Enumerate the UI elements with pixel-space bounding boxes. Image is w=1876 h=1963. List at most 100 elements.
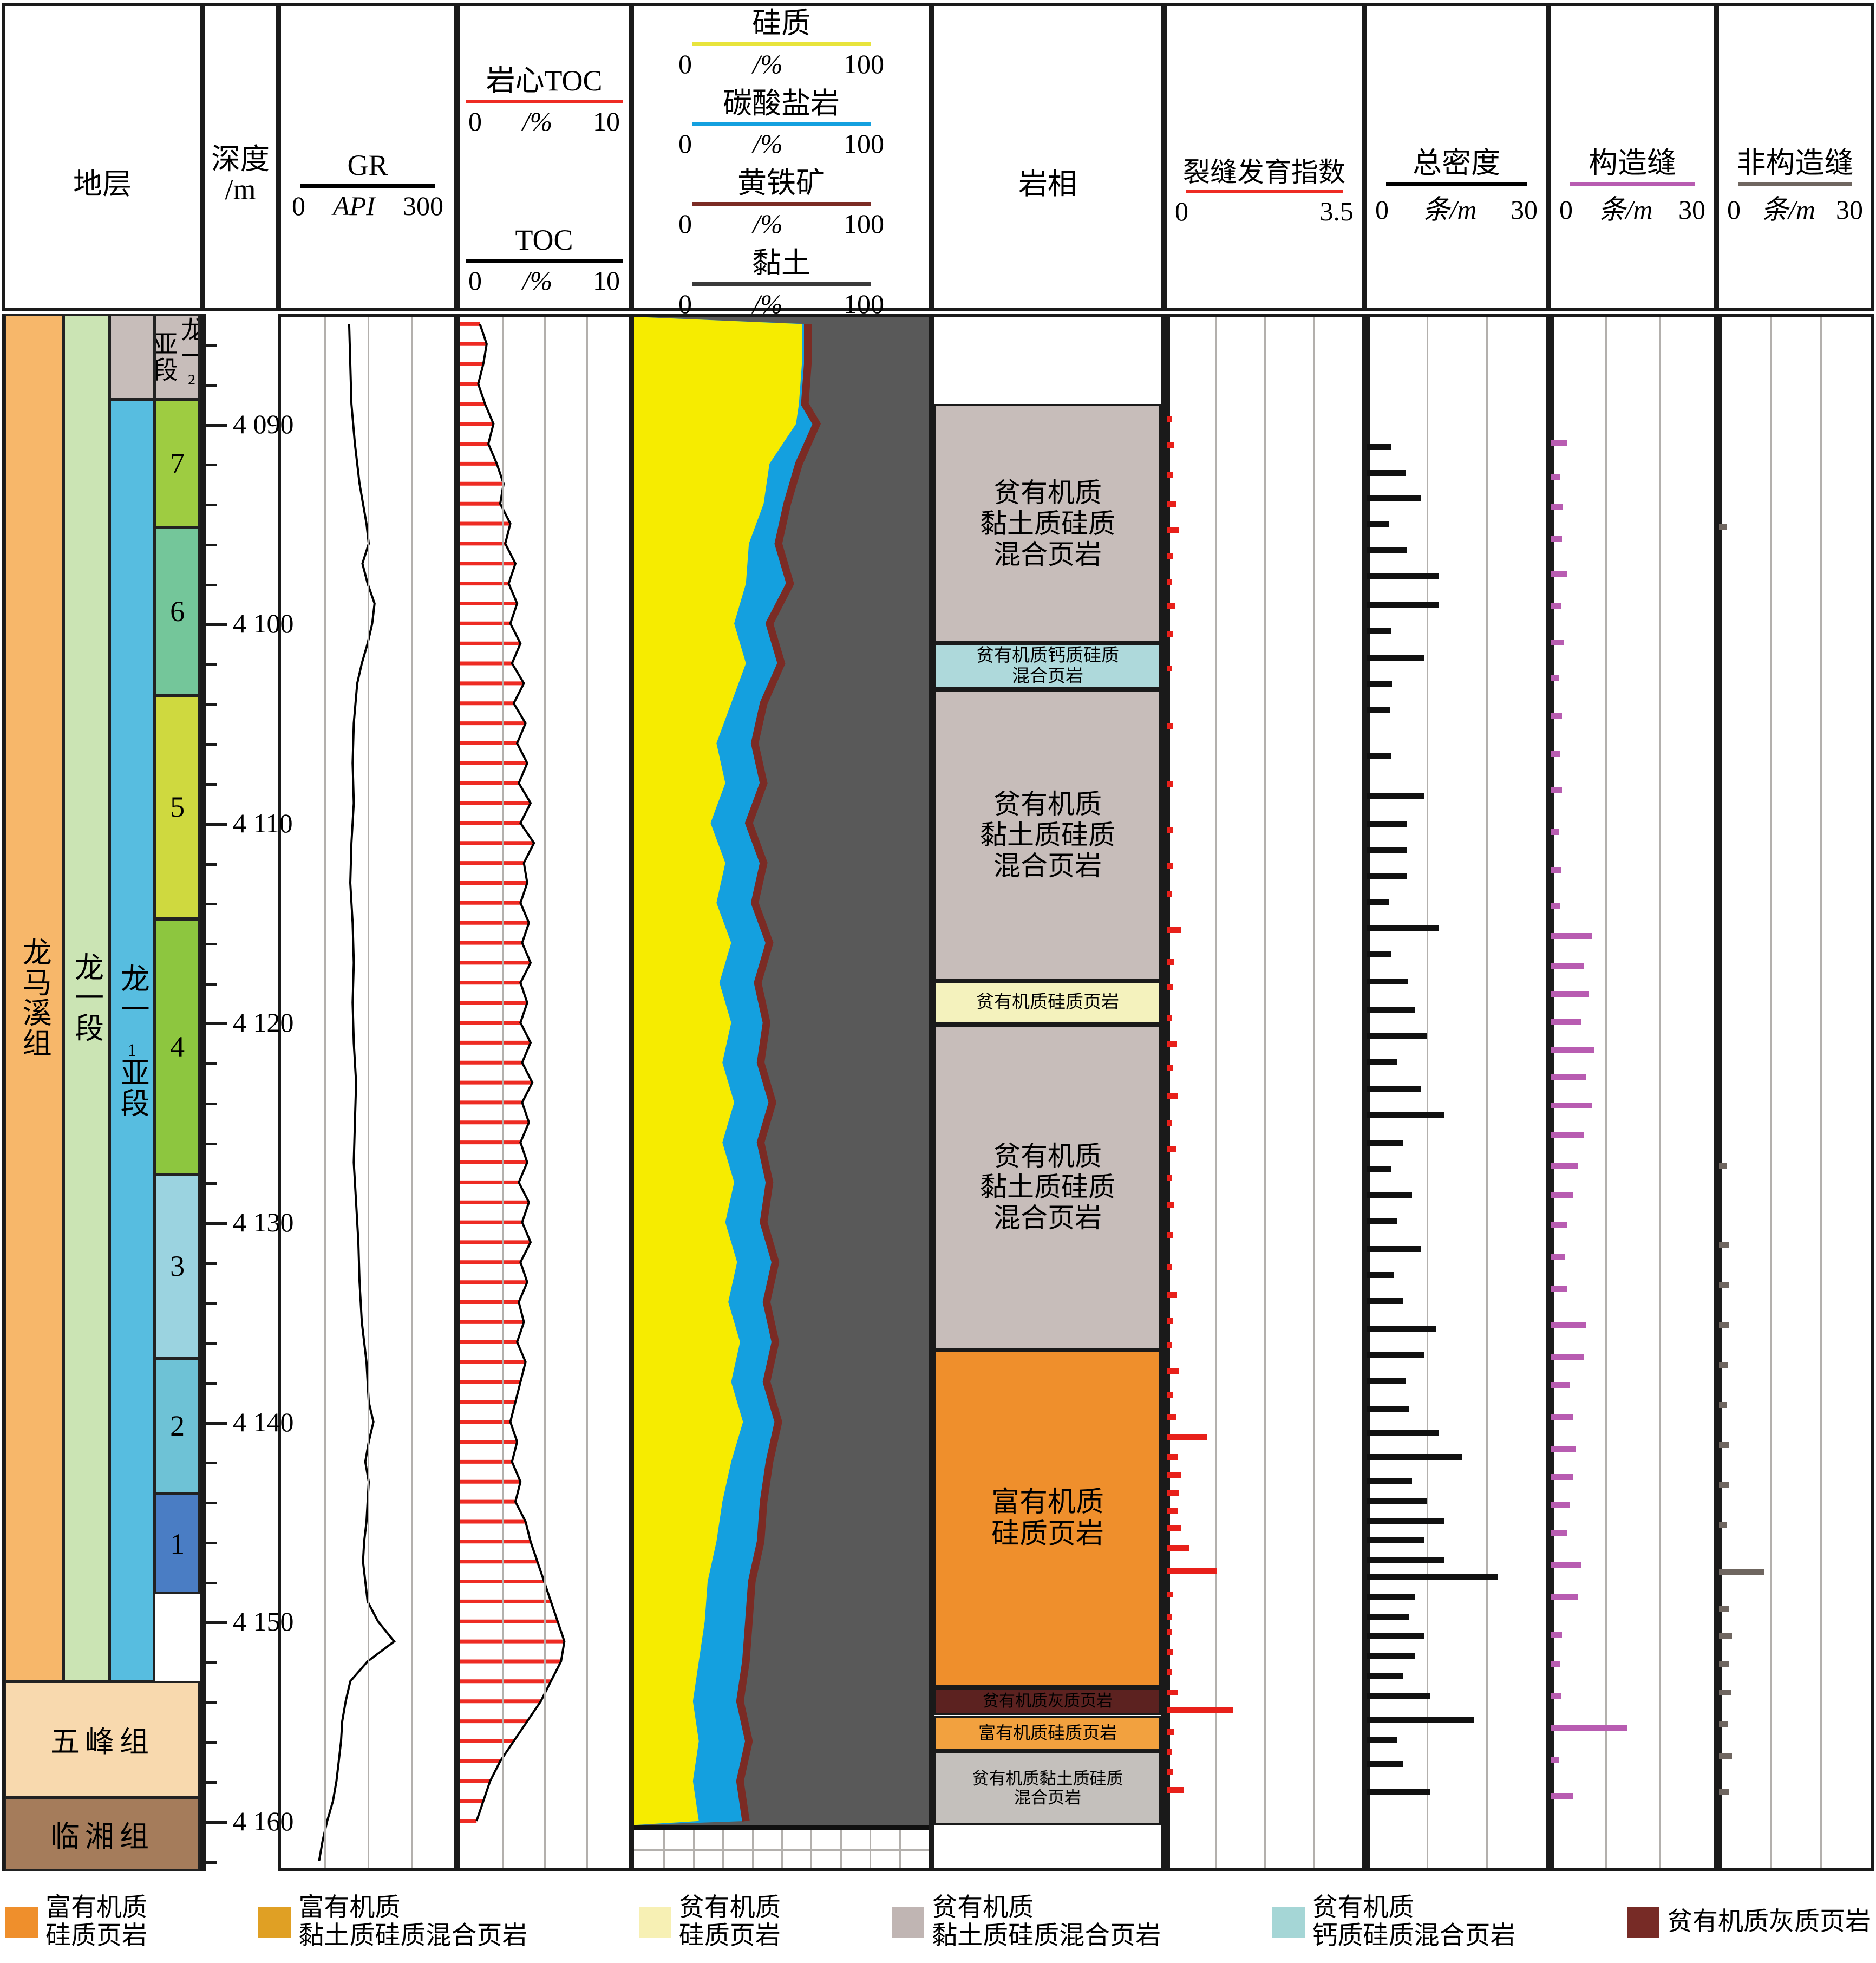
tectonic-fracture-bar (1551, 504, 1563, 510)
lithofacies-unit-7: 富有机质硅质页岩 (934, 1715, 1161, 1751)
depth-tick-minor (202, 583, 217, 586)
core-toc-title: 岩心TOC (486, 64, 603, 97)
gridline (368, 317, 369, 1868)
axis-unit: /% (753, 48, 783, 79)
tectonic-fracture-bar (1551, 1631, 1562, 1638)
non-tectonic-fracture-bar (1719, 524, 1727, 530)
legend-label-4: 贫有机质 钙质硅质混合页岩 (1312, 1894, 1516, 1950)
total-density-bar (1367, 1737, 1397, 1744)
depth-label-4150: 4 150 (233, 1606, 294, 1637)
total-density-bar (1367, 1218, 1397, 1224)
silica-area (634, 317, 802, 1825)
fracture-index-bar (1167, 827, 1174, 833)
depth-track: 4 090 4 100 4 110 4 120 4 130 4 140 4 150 4 160 (202, 314, 294, 1871)
tectonic-fracture-bar (1551, 571, 1567, 578)
fracture-index-bar (1167, 1202, 1175, 1209)
depth-tick-minor (202, 1102, 217, 1105)
tectonic-fracture-bar (1551, 1132, 1584, 1139)
axis-min: 0 (1727, 194, 1741, 225)
lithofacies-unit-6: 贫有机质灰质页岩 (934, 1687, 1161, 1716)
tectonic-fracture-bar (1551, 1793, 1573, 1799)
total-density-bar (1367, 444, 1391, 450)
tectonic-fracture-bar (1551, 1222, 1567, 1229)
lithofacies-label-2: 贫有机质 黏土质硅质 混合页岩 (980, 788, 1115, 881)
gr-rule (300, 184, 435, 188)
depth-tick-minor (202, 783, 217, 786)
lithofacies-label-6: 贫有机质灰质页岩 (983, 1692, 1113, 1710)
total-density-bar (1367, 1593, 1415, 1600)
axis-min: 0 (468, 265, 482, 296)
depth-axis-line (202, 314, 206, 1871)
total-density-bar (1367, 898, 1389, 905)
mineral-name-2: 黄铁矿 (737, 167, 825, 200)
gridline (1427, 317, 1428, 1868)
tectonic-fracture-bar (1551, 787, 1562, 793)
fracture-index-bar (1167, 1342, 1173, 1348)
lithofacies-unit-0: 贫有机质 黏土质硅质 混合页岩 (934, 403, 1161, 644)
strat-bed-6: 6 (155, 527, 200, 695)
fracture-index-bar (1167, 1749, 1172, 1756)
total-density-axis (1367, 317, 1370, 1868)
tectonic-fracture-bar (1551, 1074, 1586, 1081)
legend-label-2: 贫有机质 硅质页岩 (678, 1894, 781, 1950)
non-tectonic-fracture-bar (1719, 1569, 1765, 1576)
total-density-bar (1367, 1557, 1444, 1564)
strat-formation-label: 龙一段 (70, 952, 103, 1044)
gr-curve (318, 324, 396, 1861)
axis-max: 3.5 (1319, 196, 1354, 226)
fracture-index-bar (1167, 1433, 1207, 1440)
strat-wufeng-label: 五峰组 (50, 1726, 154, 1759)
total-density-bar (1367, 1537, 1424, 1544)
strat-bed-5: 5 (155, 695, 200, 919)
gr-scale: 0 API 300 (286, 190, 449, 221)
lithofacies-unit-2: 贫有机质 黏土质硅质 混合页岩 (934, 689, 1161, 981)
mineral-name-1: 碳酸盐岩 (723, 87, 840, 120)
tectonic-fracture-track (1551, 317, 1714, 1868)
axis-max: 100 (843, 208, 884, 239)
axis-min: 0 (678, 208, 692, 239)
core-toc-block: 岩心TOC 0 /% 10 (460, 66, 629, 137)
strat-formation-long1: 龙一段 (63, 314, 109, 1681)
depth-tick-major (202, 1022, 227, 1026)
fracture-index-bar (1167, 1525, 1181, 1532)
mineral-name-0: 硅质 (752, 7, 810, 40)
depth-tick-minor (202, 982, 217, 986)
non-tectonic-fracture-bar (1719, 1633, 1733, 1640)
strat-bed-label-2: 2 (170, 1410, 185, 1443)
fracture-index-bar (1167, 441, 1175, 448)
total-density-bar (1367, 847, 1407, 853)
gridline (586, 317, 588, 1868)
non-tectonic-fracture-bar (1719, 1753, 1733, 1759)
total-density-bar (1367, 1497, 1427, 1504)
legend-swatch-1 (258, 1907, 291, 1938)
total-density-bar (1367, 495, 1421, 502)
tectonic-fracture-bar (1551, 603, 1561, 610)
legend-item-5: 贫有机质灰质页岩 (1626, 1907, 1871, 1938)
tectonic-fracture-bar (1551, 639, 1564, 645)
non-tectonic-fracture-bar (1719, 1442, 1729, 1448)
axis-unit: 条/m (1598, 194, 1653, 225)
non-tectonic-fracture-bar (1719, 1162, 1727, 1169)
fracture-index-bar (1167, 1014, 1173, 1021)
header-lithofacies: 岩相 (931, 3, 1164, 311)
fracture-index-bar (1167, 579, 1173, 586)
fracture-index-bar (1167, 1567, 1217, 1574)
axis-max: 10 (592, 265, 620, 296)
tectonic-fracture-bar (1551, 675, 1559, 682)
total-density-bar (1367, 1613, 1409, 1620)
depth-tick-minor (202, 1861, 217, 1864)
fracture-index-bar (1167, 1453, 1178, 1460)
strat-bed-4: 4 (155, 918, 200, 1175)
fracture-index-bar (1167, 527, 1179, 534)
core-toc-hatch (460, 322, 565, 1823)
depth-tick-minor (202, 344, 217, 347)
header-total-density: 总密度 0 条/m 30 (1364, 3, 1548, 311)
fracture-index-bar (1167, 1264, 1173, 1270)
mineral-scale-1: 0 /% 100 (673, 128, 890, 159)
total-density-bar (1367, 681, 1393, 688)
fracture-index-bar (1167, 501, 1176, 508)
fracture-index-bar (1167, 1174, 1173, 1181)
lithofacies-unit-5: 富有机质 硅质页岩 (934, 1349, 1161, 1687)
total-density-bar (1367, 1166, 1391, 1172)
